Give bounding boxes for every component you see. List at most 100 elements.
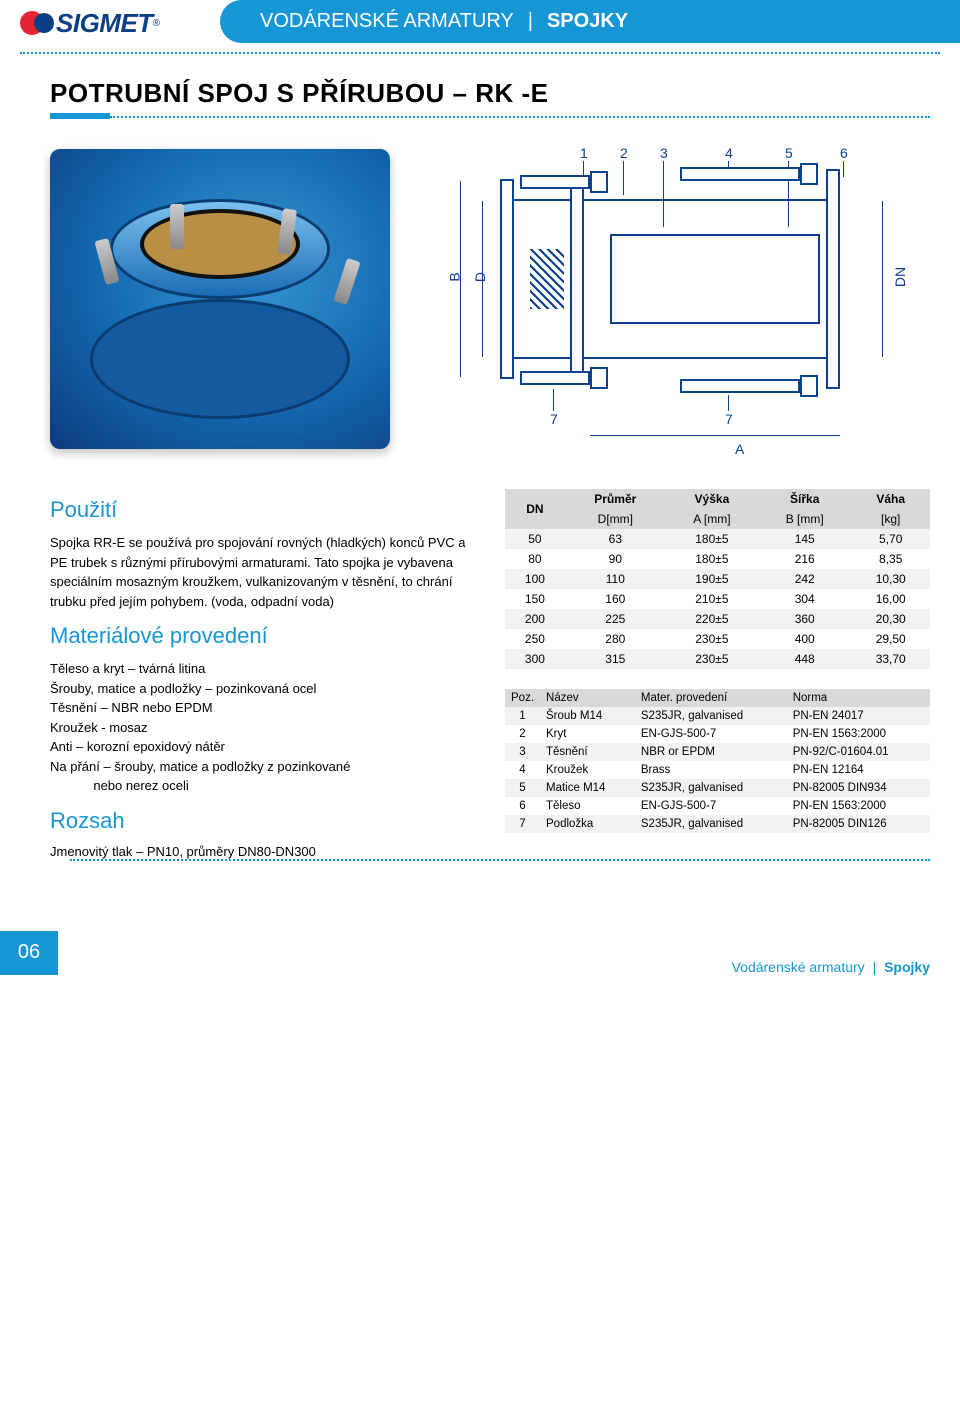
- callout-4: 4: [725, 145, 733, 161]
- header-category: VODÁRENSKÉ ARMATURY | SPOJKY: [220, 0, 960, 43]
- table-row: 100110190±524210,30: [505, 569, 930, 589]
- material-line: Na přání – šrouby, matice a podložky z p…: [50, 757, 475, 777]
- material-line: Šrouby, matice a podložky – pozinkovaná …: [50, 679, 475, 699]
- table-cell: 180±5: [666, 529, 758, 549]
- table-cell: 2: [505, 725, 540, 743]
- table-row: 1Šroub M14S235JR, galvanisedPN-EN 24017: [505, 707, 930, 725]
- table-cell: 190±5: [666, 569, 758, 589]
- table-row: 200225220±536020,30: [505, 609, 930, 629]
- table-cell: 180±5: [666, 549, 758, 569]
- table-cell: 448: [758, 649, 851, 669]
- page-footer: 06 Vodárenské armatury | Spojky: [0, 931, 960, 995]
- table-cell: Brass: [635, 761, 787, 779]
- table-cell: S235JR, galvanised: [635, 707, 787, 725]
- table-cell: 50: [505, 529, 565, 549]
- table-cell: 304: [758, 589, 851, 609]
- table-row: 4KroužekBrassPN-EN 12164: [505, 761, 930, 779]
- table-cell: Těsnění: [540, 743, 635, 761]
- table-cell: 90: [565, 549, 666, 569]
- dim-th-b: B [mm]: [758, 509, 851, 529]
- mat-th-mater: Mater. provedení: [635, 689, 787, 707]
- content-columns: Použití Spojka RR-E se používá pro spojo…: [50, 489, 930, 859]
- figure-area: 1 2 3 4 5 6 B D DN A 7 7: [50, 139, 930, 459]
- registered-icon: ®: [153, 18, 160, 29]
- dim-D: D: [472, 272, 488, 282]
- table-cell: EN-GJS-500-7: [635, 797, 787, 815]
- footer-text-bold: Spojky: [884, 959, 930, 975]
- mat-th-poz: Poz.: [505, 689, 540, 707]
- table-cell: 225: [565, 609, 666, 629]
- table-row: 5Matice M14S235JR, galvanisedPN-82005 DI…: [505, 779, 930, 797]
- table-cell: 1: [505, 707, 540, 725]
- material-line: nebo nerez oceli: [50, 776, 475, 796]
- table-cell: 242: [758, 569, 851, 589]
- table-cell: Podložka: [540, 815, 635, 833]
- dim-A: A: [735, 441, 744, 457]
- callout-6: 6: [840, 145, 848, 161]
- header-dotted-divider: [20, 52, 940, 54]
- table-cell: PN-82005 DIN126: [787, 815, 930, 833]
- product-photo: [50, 149, 390, 449]
- table-cell: PN-EN 1563:2000: [787, 725, 930, 743]
- table-cell: 315: [565, 649, 666, 669]
- material-heading: Materiálové provedení: [50, 623, 475, 649]
- technical-drawing: 1 2 3 4 5 6 B D DN A 7 7: [430, 139, 930, 459]
- table-cell: 5,70: [851, 529, 930, 549]
- material-table: Poz. Název Mater. provedení Norma 1Šroub…: [505, 689, 930, 833]
- range-text: Jmenovitý tlak – PN10, průměry DN80-DN30…: [50, 844, 475, 859]
- callout-2: 2: [620, 145, 628, 161]
- table-cell: 33,70: [851, 649, 930, 669]
- table-row: 250280230±540029,50: [505, 629, 930, 649]
- table-cell: 280: [565, 629, 666, 649]
- page-header: SIGMET ® VODÁRENSKÉ ARMATURY | SPOJKY: [0, 0, 960, 48]
- material-list: Těleso a kryt – tvárná litinaŠrouby, mat…: [50, 659, 475, 796]
- table-cell: 360: [758, 609, 851, 629]
- table-cell: S235JR, galvanised: [635, 815, 787, 833]
- table-cell: 220±5: [666, 609, 758, 629]
- mat-th-norma: Norma: [787, 689, 930, 707]
- table-cell: 400: [758, 629, 851, 649]
- logo-mark-icon: [20, 6, 54, 40]
- dim-th-vaha: Váha: [851, 489, 930, 509]
- footer-wrap: 06 Vodárenské armatury | Spojky: [0, 859, 960, 995]
- table-row: 3TěsněníNBR or EPDMPN-92/C-01604.01: [505, 743, 930, 761]
- table-cell: 230±5: [666, 629, 758, 649]
- table-cell: 29,50: [851, 629, 930, 649]
- dim-DN: DN: [892, 267, 908, 287]
- dim-th-vyska: Výška: [666, 489, 758, 509]
- table-cell: 5: [505, 779, 540, 797]
- table-cell: 4: [505, 761, 540, 779]
- table-row: 2KrytEN-GJS-500-7PN-EN 1563:2000: [505, 725, 930, 743]
- table-row: 300315230±544833,70: [505, 649, 930, 669]
- dim-th-dn: DN: [505, 489, 565, 529]
- callout-3: 3: [660, 145, 668, 161]
- mat-th-nazev: Název: [540, 689, 635, 707]
- footer-text: Vodárenské armatury | Spojky: [732, 959, 930, 975]
- callout-7b: 7: [725, 411, 733, 427]
- callout-7a: 7: [550, 411, 558, 427]
- header-divider-icon: |: [528, 10, 533, 33]
- footer-text-thin: Vodárenské armatury: [732, 959, 865, 975]
- material-line: Kroužek - mosaz: [50, 718, 475, 738]
- table-cell: Šroub M14: [540, 707, 635, 725]
- title-underline: [50, 113, 960, 119]
- table-cell: PN-82005 DIN934: [787, 779, 930, 797]
- table-cell: PN-92/C-01604.01: [787, 743, 930, 761]
- table-cell: 150: [505, 589, 565, 609]
- table-row: 6TělesoEN-GJS-500-7PN-EN 1563:2000: [505, 797, 930, 815]
- table-cell: 200: [505, 609, 565, 629]
- table-cell: 216: [758, 549, 851, 569]
- dim-th-d: D[mm]: [565, 509, 666, 529]
- table-row: 150160210±530416,00: [505, 589, 930, 609]
- table-cell: 100: [505, 569, 565, 589]
- page-number: 06: [0, 931, 58, 975]
- table-cell: 63: [565, 529, 666, 549]
- table-cell: EN-GJS-500-7: [635, 725, 787, 743]
- material-line: Anti – korozní epoxidový nátěr: [50, 737, 475, 757]
- callout-1: 1: [580, 145, 588, 161]
- table-row: 8090180±52168,35: [505, 549, 930, 569]
- table-row: 7PodložkaS235JR, galvanisedPN-82005 DIN1…: [505, 815, 930, 833]
- table-cell: 80: [505, 549, 565, 569]
- dimension-table: DN Průměr Výška Šířka Váha D[mm] A [mm] …: [505, 489, 930, 669]
- dim-th-kg: [kg]: [851, 509, 930, 529]
